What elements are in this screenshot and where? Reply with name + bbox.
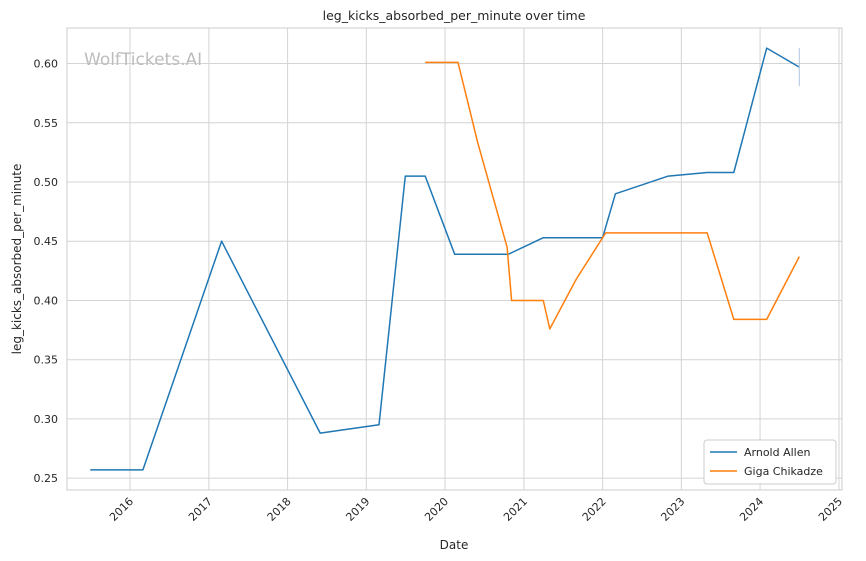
y-axis-ticks: 0.25 0.30 0.35 0.40 0.45 0.50 0.55 0.60 [34,58,59,486]
chart-title: leg_kicks_absorbed_per_minute over time [323,8,586,23]
legend-box [703,439,837,485]
y-tick-label: 0.50 [34,176,59,189]
y-axis-title: leg_kicks_absorbed_per_minute [10,164,24,355]
plot-area [67,28,842,490]
plot-frame [66,27,843,491]
y-tick-label: 0.40 [34,294,59,307]
x-tick-label: 2025 [816,495,845,524]
x-tick-label: 2024 [737,495,766,524]
y-tick-label: 0.60 [34,58,59,71]
x-tick-label: 2021 [501,495,530,524]
x-tick-label: 2022 [580,495,609,524]
legend-label-arnold: Arnold Allen [744,446,810,459]
x-axis-title: Date [440,538,469,552]
x-tick-label: 2023 [658,495,687,524]
legend-label-giga: Giga Chikadze [744,465,823,478]
grid-lines [67,28,842,490]
x-tick-label: 2016 [107,495,136,524]
y-tick-label: 0.30 [34,413,59,426]
x-tick-label: 2019 [343,495,372,524]
y-tick-label: 0.55 [34,117,59,130]
y-tick-label: 0.45 [34,235,59,248]
watermark: WolfTickets.AI [84,50,202,70]
series-layer [90,47,800,471]
y-tick-label: 0.25 [34,472,59,485]
x-tick-label: 2018 [265,495,294,524]
legend: Arnold Allen Giga Chikadze [703,439,837,485]
series-line-giga-chikadze [425,61,800,330]
x-axis-ticks: 2016 2017 2018 2019 2020 2021 2022 2023 2024 2025 [107,495,845,524]
x-tick-label: 2020 [422,495,451,524]
y-tick-label: 0.35 [34,354,59,367]
x-tick-label: 2017 [186,495,215,524]
